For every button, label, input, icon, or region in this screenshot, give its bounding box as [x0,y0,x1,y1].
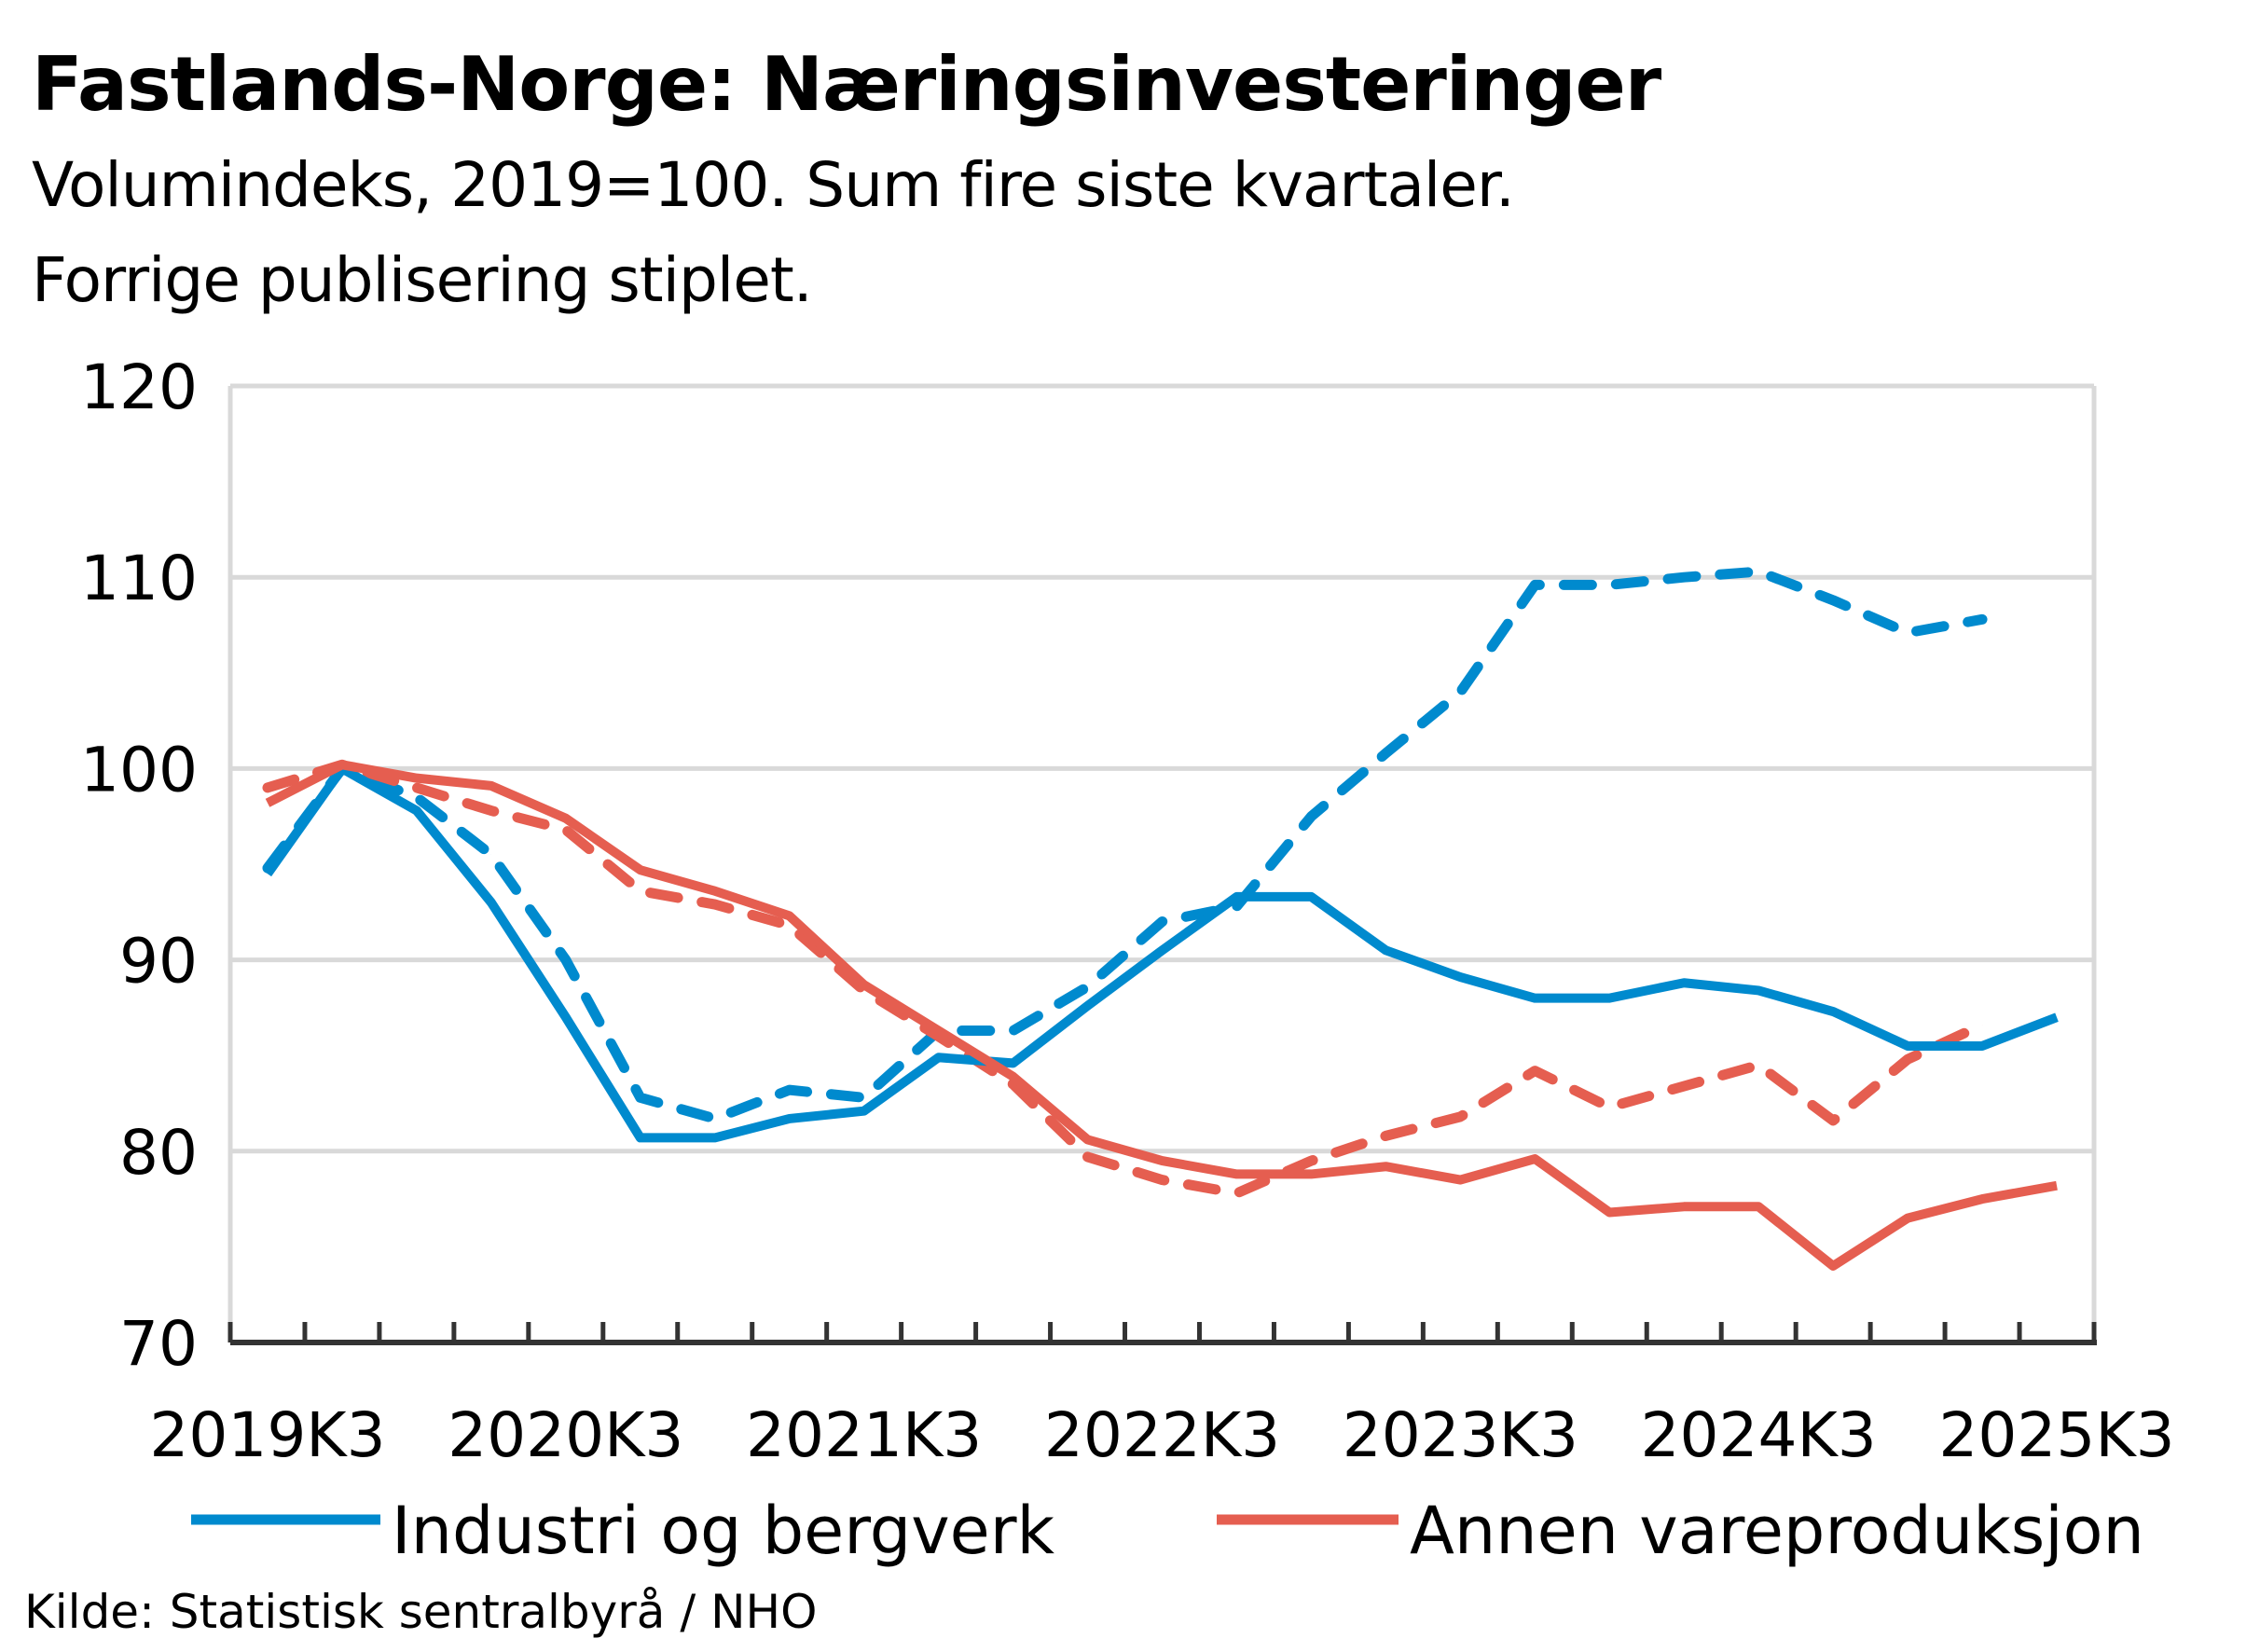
legend-label: Industri og bergverk [392,1493,1054,1569]
chart-subtitle-line-1: Volumindeks, 2019=100. Sum fire siste kv… [32,149,1515,221]
chart-source: Kilde: Statistisk sentralbyrå / NHO [24,1585,818,1639]
chart-subtitle-line-2: Forrige publisering stiplet. [32,244,813,316]
y-tick-label: 110 [80,543,198,614]
legend-label: Annen vareproduksjon [1410,1493,2144,1569]
x-tick-label: 2025K3 [1938,1399,2174,1471]
x-tick-label: 2021K3 [746,1399,982,1471]
chart-title: Fastlands-Norge: Næringsinvesteringer [32,41,1661,128]
y-tick-label: 90 [119,926,198,998]
series-line-previous-annen [262,759,1988,1199]
y-tick-label: 70 [119,1308,198,1380]
x-tick-label: 2019K3 [149,1399,385,1471]
series-line-previous-industri [262,566,1988,1124]
x-tick-label: 2022K3 [1044,1399,1280,1471]
y-tick-label: 100 [80,734,198,805]
x-tick-label: 2020K3 [448,1399,683,1471]
x-tick-label: 2023K3 [1343,1399,1578,1471]
y-tick-label: 80 [119,1117,198,1189]
y-tick-label: 120 [80,351,198,423]
x-tick-label: 2024K3 [1641,1399,1877,1471]
series-line-annen [265,760,2058,1271]
